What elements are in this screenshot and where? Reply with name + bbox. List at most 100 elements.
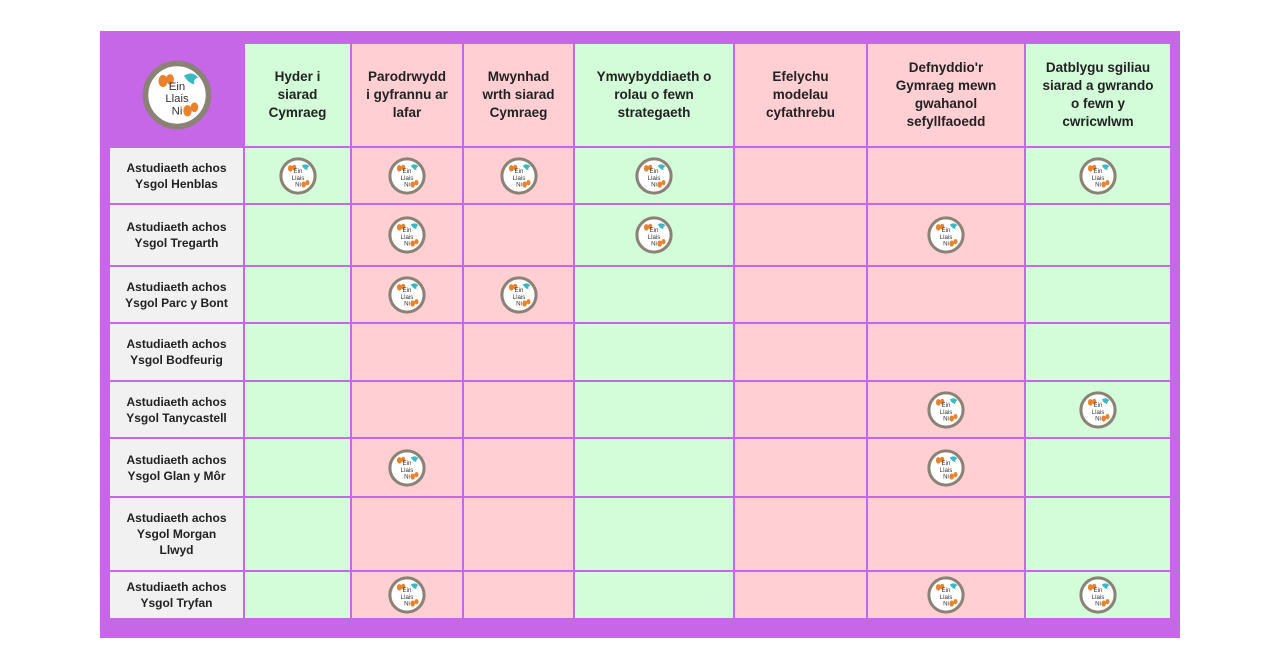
ein-llais-ni-badge: Ein Llais Ni — [927, 576, 965, 614]
svg-text:Ni: Ni — [404, 473, 410, 480]
matrix-cell — [245, 324, 350, 380]
ein-llais-ni-badge: Ein Llais Ni — [388, 448, 426, 487]
svg-text:Llais: Llais — [512, 174, 525, 181]
svg-text:Ni: Ni — [516, 300, 522, 307]
ein-llais-ni-badge: Ein Llais Ni — [388, 576, 426, 614]
svg-text:Llais: Llais — [648, 174, 661, 181]
matrix-cell: Ein Llais Ni — [464, 267, 573, 322]
matrix-cell — [1026, 439, 1170, 496]
svg-text:Llais: Llais — [291, 174, 304, 181]
row-label-text: Astudiaeth achos Ysgol Tanycastell — [126, 394, 227, 425]
matrix-cell: Ein Llais Ni — [352, 148, 462, 203]
svg-text:Llais: Llais — [1092, 594, 1105, 601]
matrix-cell — [868, 148, 1024, 203]
matrix-cell — [735, 382, 866, 437]
svg-text:Ni: Ni — [1095, 600, 1101, 607]
svg-text:Ein: Ein — [293, 168, 302, 175]
ein-llais-ni-badge: Ein Llais Ni — [1079, 156, 1117, 195]
row-label: Astudiaeth achos Ysgol Tregarth — [110, 205, 243, 265]
matrix-cell: Ein Llais Ni — [1026, 148, 1170, 203]
matrix-cell: Ein Llais Ni — [352, 572, 462, 618]
svg-text:Llais: Llais — [648, 234, 661, 241]
ein-llais-ni-badge: Ein Llais Ni — [388, 275, 426, 314]
svg-text:Ein: Ein — [1094, 168, 1103, 175]
matrix-cell — [245, 498, 350, 570]
svg-text:Ni: Ni — [651, 240, 657, 247]
row-label-text: Astudiaeth achos Ysgol Henblas — [126, 160, 227, 191]
matrix-cell — [245, 572, 350, 618]
matrix-cell — [245, 439, 350, 496]
svg-text:Ein: Ein — [168, 81, 184, 93]
row-label: Astudiaeth achos Ysgol Tryfan — [110, 572, 243, 618]
matrix-cell — [735, 148, 866, 203]
column-header-label: Defnyddio'r Gymraeg mewn gwahanol sefyllfao… — [895, 60, 997, 129]
column-header-label: Parodrwydd i gyfrannu ar lafar — [366, 69, 448, 120]
column-header-label: Datblygu sgiliau siarad a gwrando o fewn y… — [1042, 60, 1154, 129]
svg-text:Ni: Ni — [943, 240, 949, 247]
svg-text:Ni: Ni — [943, 415, 949, 422]
matrix-cell: Ein Llais Ni — [575, 148, 733, 203]
matrix-cell — [735, 205, 866, 265]
svg-text:Ein: Ein — [403, 287, 412, 294]
svg-text:Llais: Llais — [401, 234, 414, 241]
matrix-cell — [1026, 205, 1170, 265]
matrix-cell: Ein Llais Ni — [868, 382, 1024, 437]
column-header: Mwynhad wrth siarad Cymraeg — [464, 44, 573, 146]
svg-text:Ni: Ni — [1095, 415, 1101, 422]
svg-text:Ein: Ein — [403, 168, 412, 175]
svg-text:Llais: Llais — [165, 93, 189, 105]
matrix-grid: Ein Llais Ni Hyder i siarad Cymraeg Parodrwydd… — [100, 31, 1180, 638]
matrix-cell: Ein Llais Ni — [352, 205, 462, 265]
matrix-cell — [245, 205, 350, 265]
row-label: Astudiaeth achos Ysgol Glan y Môr — [110, 439, 243, 496]
matrix-cell — [245, 267, 350, 322]
row-label-text: Astudiaeth achos Ysgol Tregarth — [126, 220, 227, 250]
ein-llais-ni-badge: Ein Llais Ni — [388, 156, 426, 195]
matrix-cell — [868, 324, 1024, 380]
matrix-cell — [735, 324, 866, 380]
svg-text:Llais: Llais — [401, 594, 414, 601]
row-label-text: Astudiaeth achos Ysgol Parc y Bont — [125, 279, 228, 310]
matrix-cell: Ein Llais Ni — [1026, 572, 1170, 618]
svg-text:Llais: Llais — [940, 466, 953, 473]
svg-text:Llais: Llais — [1092, 174, 1105, 181]
svg-text:Ni: Ni — [295, 181, 301, 188]
svg-text:Llais: Llais — [940, 408, 953, 415]
svg-text:Ein: Ein — [942, 227, 951, 234]
ein-llais-ni-badge: Ein Llais Ni — [388, 216, 426, 254]
matrix-cell — [1026, 324, 1170, 380]
svg-text:Ein: Ein — [942, 402, 951, 409]
svg-text:Ein: Ein — [514, 168, 523, 175]
svg-text:Llais: Llais — [512, 293, 525, 300]
matrix-cell: Ein Llais Ni — [868, 205, 1024, 265]
svg-text:Ni: Ni — [943, 473, 949, 480]
column-header: Defnyddio'r Gymraeg mewn gwahanol sefyllfao… — [868, 44, 1024, 146]
column-header-label: Mwynhad wrth siarad Cymraeg — [482, 69, 555, 120]
matrix-cell — [352, 324, 462, 380]
matrix-cell: Ein Llais Ni — [868, 572, 1024, 618]
svg-text:Ni: Ni — [404, 240, 410, 247]
column-header: Datblygu sgiliau siarad a gwrando o fewn y… — [1026, 44, 1170, 146]
ein-llais-ni-logo: Ein Llais Ni — [142, 60, 212, 130]
matrix-cell — [735, 498, 866, 570]
column-header-label: Ymwybyddiaeth o rolau o fewn strategaeth — [596, 69, 712, 120]
ein-llais-ni-badge: Ein Llais Ni — [635, 216, 673, 254]
svg-text:Ni: Ni — [651, 181, 657, 188]
row-label-text: Astudiaeth achos Ysgol Glan y Môr — [126, 452, 227, 483]
matrix-cell — [735, 572, 866, 618]
matrix-cell — [868, 498, 1024, 570]
svg-text:Ein: Ein — [942, 460, 951, 467]
matrix-cell — [575, 572, 733, 618]
column-header: Parodrwydd i gyfrannu ar lafar — [352, 44, 462, 146]
